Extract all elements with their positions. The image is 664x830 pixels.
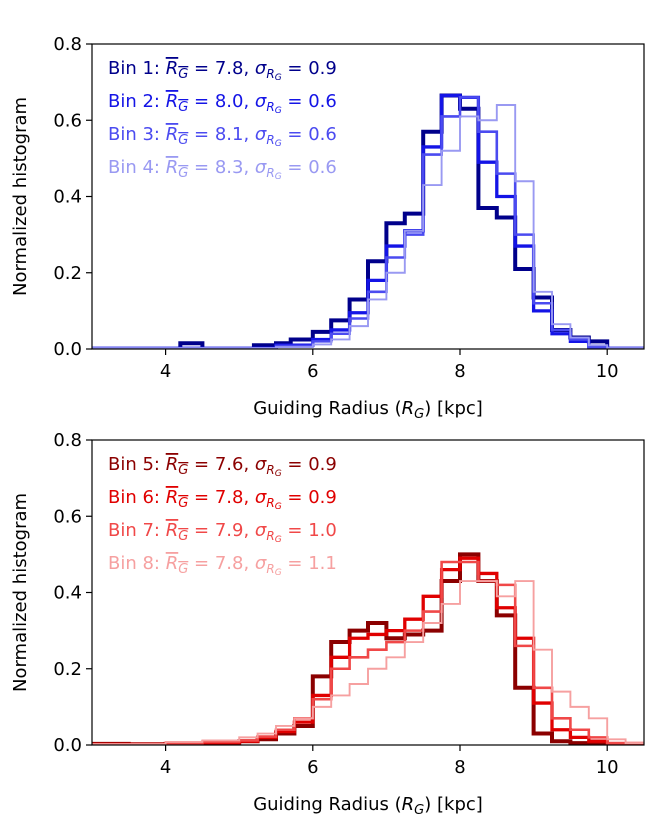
x-tick-label: 8	[454, 757, 465, 778]
y-tick-label: 0.8	[53, 430, 82, 451]
y-tick-label: 0.0	[53, 339, 82, 360]
y-tick-label: 0.8	[53, 34, 82, 55]
series-step-bin-4	[92, 104, 644, 349]
plot-area	[92, 552, 644, 745]
y-tick-label: 0.6	[53, 506, 82, 527]
legend-entry-bin-3: Bin 3: RG = 8.1, σRG = 0.6	[108, 124, 337, 149]
legend-entry-bin-8: Bin 8: RG = 7.8, σRG = 1.1	[108, 553, 337, 578]
y-axis-label: Normalized histogram	[10, 493, 31, 692]
top-panel-blue-bins: 0.0 0.2 0.4 0.6 0.8 4 6 8 10 Guiding Radius (RG) …	[10, 34, 645, 422]
legend-entry-bin-1: Bin 1: RG = 7.8, σRG = 0.9	[108, 58, 337, 83]
y-tick-label: 0.4	[53, 187, 82, 208]
series-step-bin-8	[92, 580, 644, 745]
x-tick-label: 8	[454, 361, 465, 382]
legend-entry-bin-7: Bin 7: RG = 7.9, σRG = 1.0	[108, 520, 337, 545]
x-tick-label: 4	[160, 757, 171, 778]
series-step-bin-2	[92, 93, 644, 349]
x-axis-label: Guiding Radius (RG) [kpc]	[253, 794, 483, 818]
legend-entry-bin-4: Bin 4: RG = 8.3, σRG = 0.6	[108, 157, 337, 182]
x-tick-label: 4	[160, 361, 171, 382]
bottom-panel-red-bins: 0.0 0.2 0.4 0.6 0.8 4 6 8 10 Guiding Radius (RG) …	[10, 430, 645, 818]
y-axis-label: Normalized histogram	[10, 97, 31, 296]
x-axis-label: Guiding Radius (RG) [kpc]	[253, 398, 483, 422]
legend: Bin 5: RG = 7.6, σRG = 0.9 Bin 6: RG = 7.…	[108, 454, 337, 578]
y-tick-label: 0.0	[53, 735, 82, 756]
x-tick-label: 6	[307, 361, 318, 382]
legend: Bin 1: RG = 7.8, σRG = 0.9 Bin 2: RG = 8.…	[108, 58, 337, 182]
series-step-bin-7	[92, 560, 644, 745]
y-tick-label: 0.2	[53, 263, 82, 284]
x-tick-label: 10	[596, 757, 619, 778]
plot-area	[92, 93, 644, 349]
legend-entry-bin-6: Bin 6: RG = 7.8, σRG = 0.9	[108, 487, 337, 512]
x-tick-label: 10	[596, 361, 619, 382]
y-tick-label: 0.2	[53, 659, 82, 680]
axes-frame	[91, 439, 645, 746]
y-tick-label: 0.4	[53, 583, 82, 604]
legend-entry-bin-5: Bin 5: RG = 7.6, σRG = 0.9	[108, 454, 337, 479]
y-tick-label: 0.6	[53, 110, 82, 131]
x-tick-label: 6	[307, 757, 318, 778]
legend-entry-bin-2: Bin 2: RG = 8.0, σRG = 0.6	[108, 91, 337, 116]
series-step-bin-3	[92, 96, 644, 349]
